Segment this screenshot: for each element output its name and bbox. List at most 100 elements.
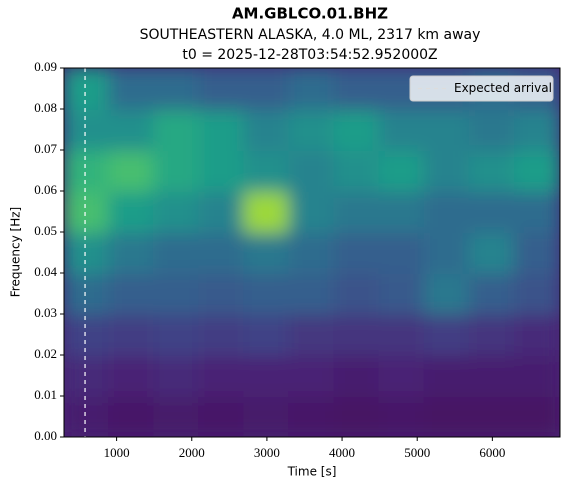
heatmap-cell (333, 190, 381, 233)
heatmap-cell (333, 354, 381, 397)
y-tick-label: 0.04 (34, 264, 57, 279)
heatmap-cell (333, 395, 381, 437)
heatmap-cell (243, 108, 291, 151)
y-axis-label: Frequency [Hz] (9, 207, 23, 298)
legend-label: Expected arrival (454, 81, 552, 95)
heatmap-cell (378, 231, 426, 274)
heatmap-cell (288, 313, 336, 356)
plot-frame (63, 67, 561, 438)
heatmap-cell (378, 395, 426, 437)
heatmap-cell (153, 190, 201, 233)
y-tick-label: 0.09 (34, 59, 57, 74)
heatmap-cell (468, 231, 516, 274)
heatmap-cell (64, 68, 111, 110)
heatmap-cell (108, 313, 156, 356)
heatmap-cell (243, 272, 291, 315)
heatmap-cell (153, 272, 201, 315)
y-tick-label: 0.06 (34, 182, 57, 197)
heatmap-cell (64, 108, 111, 151)
heatmap-cell (513, 149, 560, 192)
heatmap-cells (64, 68, 560, 437)
heatmap-cell (64, 313, 111, 356)
heatmap-cell (288, 190, 336, 233)
heatmap-cell (513, 190, 560, 233)
heatmap-cell (423, 231, 471, 274)
chart-title: AM.GBLCO.01.BHZ (232, 5, 388, 23)
heatmap-cell (198, 354, 246, 397)
x-tick-label: 6000 (479, 445, 505, 460)
x-tick-label: 4000 (329, 445, 355, 460)
heatmap-cell (153, 68, 201, 110)
heatmap-cell (108, 354, 156, 397)
heatmap-cell (288, 68, 336, 110)
y-tick-label: 0.02 (34, 346, 57, 361)
heatmap-cell (64, 395, 111, 437)
heatmap-cell (513, 354, 560, 397)
heatmap-cell (468, 354, 516, 397)
legend-box (409, 75, 554, 102)
y-tick-label: 0.03 (34, 305, 57, 320)
heatmap-cell (153, 354, 201, 397)
heatmap-cell (378, 354, 426, 397)
heatmap-cell (198, 149, 246, 192)
heatmap-cell (243, 313, 291, 356)
heatmap-cell (468, 313, 516, 356)
heatmap-cell (468, 395, 516, 437)
chart-subtitle: t0 = 2025-12-28T03:54:52.952000Z (182, 47, 437, 63)
heatmap-cell (288, 149, 336, 192)
heatmap-cell (378, 190, 426, 233)
heatmap-cell (108, 149, 156, 192)
heatmap-cell (468, 108, 516, 151)
y-tick-label: 0.00 (34, 428, 57, 443)
heatmap-cell (513, 231, 560, 274)
heatmap-cell (243, 395, 291, 437)
heatmap-cell (108, 231, 156, 274)
heatmap-cell (333, 149, 381, 192)
heatmap-cell (108, 395, 156, 437)
heatmap-cell (198, 272, 246, 315)
heatmap-cell (333, 231, 381, 274)
heatmap-cell (333, 272, 381, 315)
heatmap-cell (513, 272, 560, 315)
heatmap-cell (108, 68, 156, 110)
heatmap (64, 68, 560, 437)
heatmap-cell (108, 108, 156, 151)
heatmap-cell (333, 108, 381, 151)
heatmap-cell (64, 272, 111, 315)
heatmap-cell (64, 190, 111, 233)
heatmap-cell (288, 108, 336, 151)
heatmap-cell (243, 68, 291, 110)
heatmap-cell (198, 108, 246, 151)
x-tick-label: 2000 (179, 445, 205, 460)
heatmap-cell (513, 313, 560, 356)
heatmap-cell (423, 108, 471, 151)
heatmap-cell (243, 231, 291, 274)
heatmap-cell (243, 190, 291, 233)
heatmap-cell (378, 108, 426, 151)
heatmap-cell (108, 190, 156, 233)
heatmap-cell (153, 313, 201, 356)
heatmap-cell (64, 149, 111, 192)
heatmap-cell (378, 313, 426, 356)
y-tick-label: 0.05 (34, 223, 57, 238)
x-tick-label: 1000 (104, 445, 130, 460)
x-tick-label: 5000 (404, 445, 430, 460)
heatmap-cell (513, 395, 560, 437)
y-tick-label: 0.07 (34, 141, 57, 156)
heatmap-cell (288, 395, 336, 437)
heatmap-cell (333, 68, 381, 110)
heatmap-cell (198, 68, 246, 110)
x-axis-label: Time [s] (287, 465, 337, 479)
y-tick-label: 0.01 (34, 387, 57, 402)
heatmap-cell (333, 313, 381, 356)
heatmap-cell (64, 354, 111, 397)
heatmap-cell (468, 190, 516, 233)
heatmap-cell (423, 313, 471, 356)
heatmap-cell (423, 354, 471, 397)
chart-subtitle: SOUTHEASTERN ALASKA, 4.0 ML, 2317 km awa… (140, 27, 481, 43)
heatmap-cell (378, 149, 426, 192)
heatmap-cell (288, 231, 336, 274)
heatmap-cell (153, 395, 201, 437)
